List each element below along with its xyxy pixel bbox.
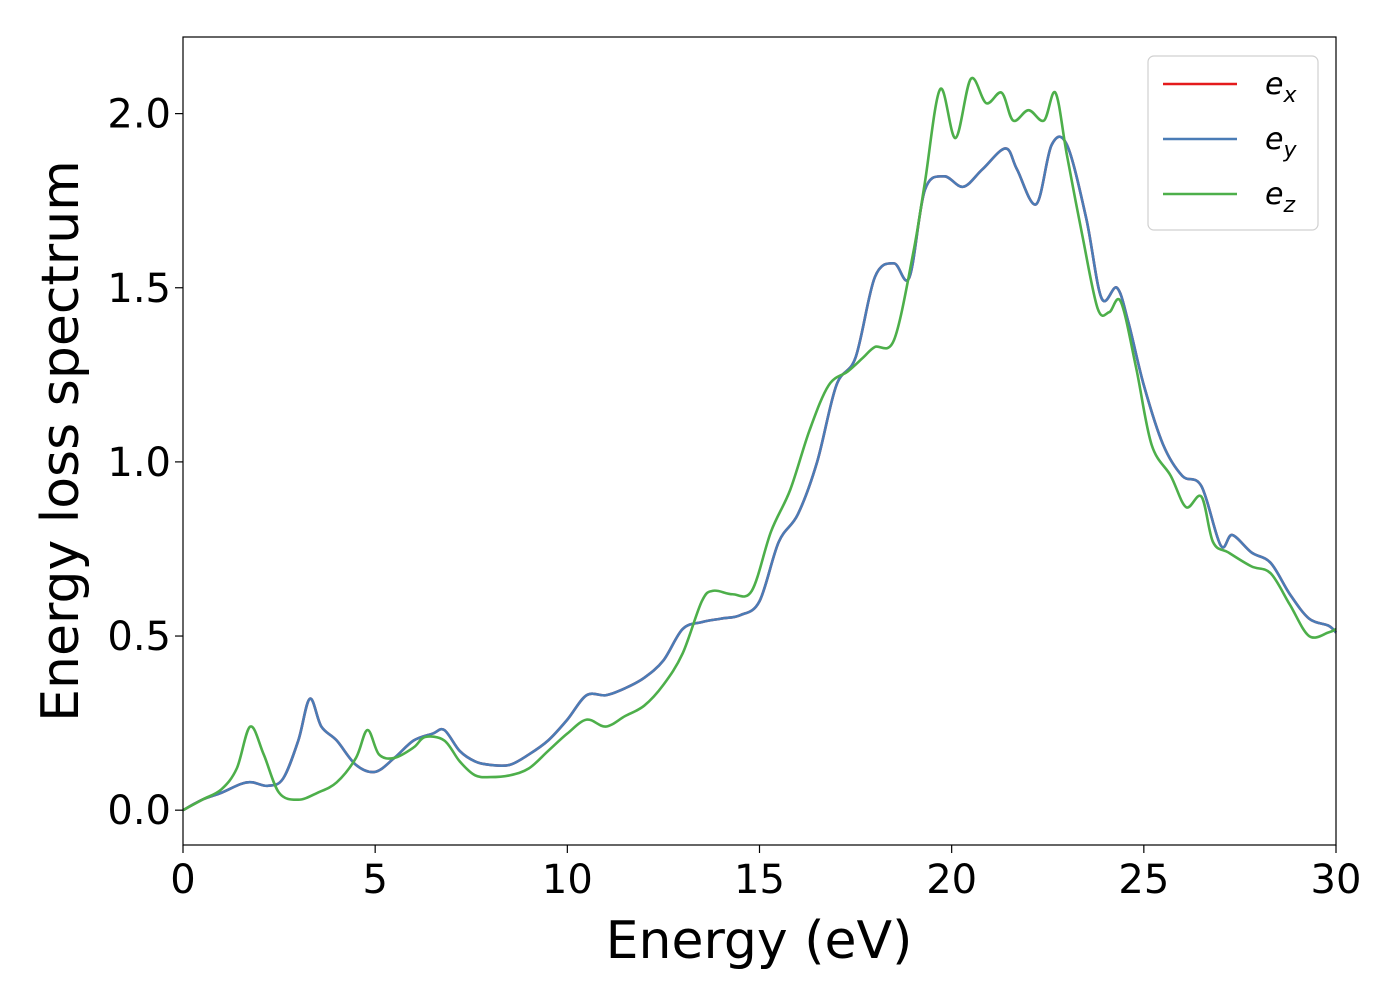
y-tick-label: 0.5: [107, 614, 171, 660]
y-tick-label: 1.5: [107, 266, 171, 312]
y-axis-ticks: 0.0 0.5 1.0 1.5 2.0: [107, 92, 183, 834]
x-tick-label: 20: [926, 857, 977, 903]
series-line-e-y: [182, 135, 1337, 812]
legend-box: [1147, 55, 1319, 231]
x-axis-ticks: 0 5 10 15 20 25 30: [170, 845, 1361, 903]
x-tick-label: 10: [542, 857, 593, 903]
legend-label-subscript: z: [1282, 193, 1295, 218]
legend-label-base: e: [1265, 122, 1283, 157]
legend-label-base: e: [1265, 67, 1283, 102]
legend-label: ez: [1265, 177, 1295, 218]
legend-label-base: e: [1265, 177, 1283, 212]
x-tick-label: 15: [734, 857, 785, 903]
y-tick-label: 0.0: [107, 788, 171, 834]
legend-label-subscript: x: [1282, 83, 1297, 108]
series-layer: [182, 76, 1337, 812]
x-tick-label: 5: [362, 857, 387, 903]
y-axis-label: Energy loss spectrum: [31, 160, 91, 722]
x-axis-label: Energy (eV): [606, 911, 913, 971]
y-tick-label: 2.0: [107, 92, 171, 138]
legend-label: ex: [1265, 67, 1297, 108]
legend-label: ey: [1265, 122, 1297, 163]
x-tick-label: 30: [1311, 857, 1362, 903]
legend-label-subscript: y: [1282, 138, 1297, 163]
plot-background: [183, 37, 1336, 845]
y-tick-label: 1.0: [107, 440, 171, 486]
series-line-e-z: [182, 76, 1337, 812]
x-tick-label: 25: [1118, 857, 1169, 903]
x-tick-label: 0: [170, 857, 195, 903]
